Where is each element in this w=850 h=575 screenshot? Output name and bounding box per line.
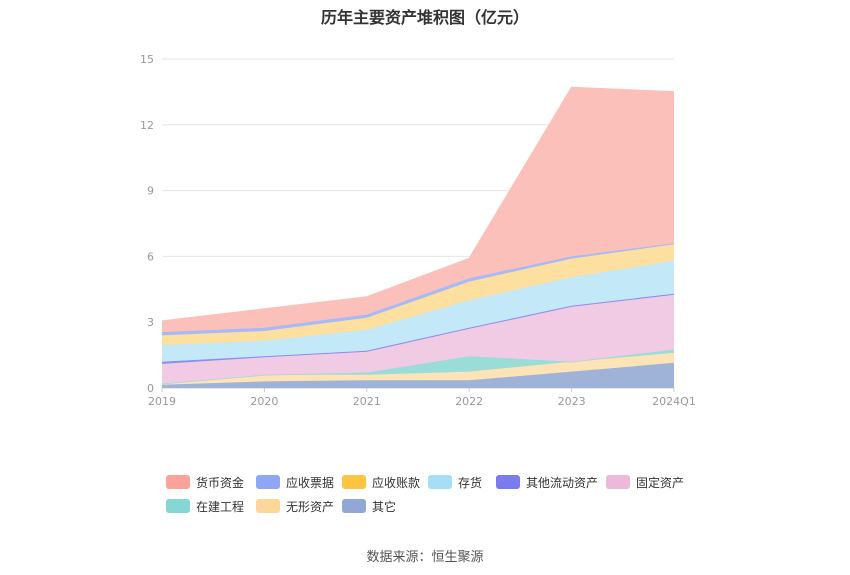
legend-label: 其它 xyxy=(372,499,397,514)
legend-label: 存货 xyxy=(458,475,483,490)
legend-label: 在建工程 xyxy=(196,499,245,514)
legend-swatch xyxy=(606,475,630,489)
legend-item[interactable]: 固定资产 xyxy=(606,472,684,492)
x-tick-label: 2024Q1 xyxy=(652,395,696,408)
legend-item[interactable]: 其它 xyxy=(342,496,396,516)
legend-label: 货币资金 xyxy=(196,475,245,490)
area-series-edge-6 xyxy=(161,243,675,337)
legend-label: 应收票据 xyxy=(286,475,335,490)
x-tick-label: 2022 xyxy=(455,395,483,408)
area-series-8 xyxy=(162,87,674,333)
legend-swatch xyxy=(256,499,280,513)
y-tick-label: 3 xyxy=(147,316,154,329)
area-series-3 xyxy=(162,294,674,384)
legend-swatch xyxy=(342,499,366,513)
x-tick-label: 2019 xyxy=(148,395,176,408)
legend-swatch xyxy=(428,475,452,489)
legend-item[interactable]: 存货 xyxy=(428,472,482,492)
legend-swatch xyxy=(166,499,190,513)
legend-item[interactable]: 其他流动资产 xyxy=(496,472,598,492)
legend-swatch xyxy=(166,475,190,489)
data-source: 数据来源：恒生聚源 xyxy=(366,550,484,565)
y-tick-label: 12 xyxy=(140,119,154,132)
area-series-5 xyxy=(162,260,674,362)
legend-item[interactable]: 无形资产 xyxy=(256,496,334,516)
legend-item[interactable]: 应收票据 xyxy=(256,472,334,492)
legend-swatch xyxy=(256,475,280,489)
x-tick-label: 2023 xyxy=(558,395,586,408)
legend-swatch xyxy=(342,475,366,489)
y-tick-label: 0 xyxy=(147,382,154,395)
chart-title: 历年主要资产堆积图（亿元） xyxy=(320,8,529,27)
stacked-area-chart: 0 3 6 9 12 15 2019 2020 2021 2022 2023 2024Q1 xyxy=(140,53,696,408)
y-tick-label: 6 xyxy=(147,250,154,263)
legend-label: 固定资产 xyxy=(636,475,685,490)
area-series-1 xyxy=(162,352,674,385)
legend-swatch xyxy=(496,475,520,489)
legend-label: 其他流动资产 xyxy=(526,475,599,490)
area-series-2 xyxy=(162,349,674,384)
legend-label: 应收账款 xyxy=(372,475,421,490)
y-tick-label: 9 xyxy=(147,185,154,198)
legend-item[interactable]: 应收账款 xyxy=(342,472,420,492)
legend-item[interactable]: 货币资金 xyxy=(166,472,244,492)
area-series-6 xyxy=(162,244,674,346)
y-tick-label: 15 xyxy=(140,53,154,66)
area-series-edge-8 xyxy=(161,86,675,322)
x-tick-label: 2021 xyxy=(353,395,381,408)
x-tick-label: 2020 xyxy=(250,395,278,408)
legend-item[interactable]: 在建工程 xyxy=(166,496,244,516)
area-series-4 xyxy=(162,293,674,364)
legend-label: 无形资产 xyxy=(286,499,335,514)
